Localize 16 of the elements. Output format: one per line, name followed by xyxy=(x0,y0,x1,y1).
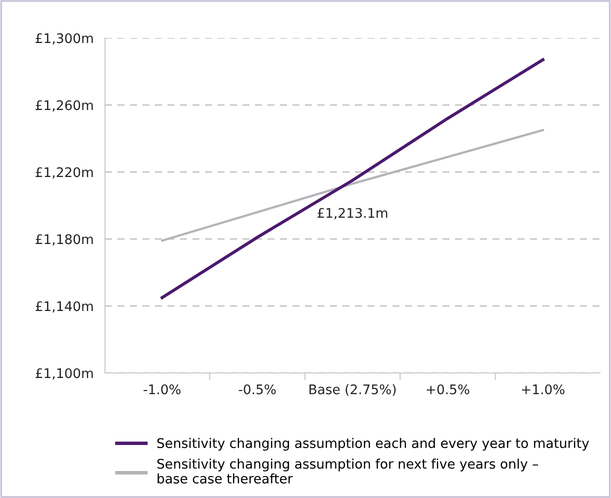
y-tick-label: £1,260m xyxy=(36,100,93,112)
legend-label: Sensitivity changing assumption for next five years only – base case thereafter xyxy=(157,458,538,484)
y-tick-label: £1,300m xyxy=(36,33,93,45)
y-tick-label: £1,100m xyxy=(36,368,93,380)
y-tick-label: £1,180m xyxy=(36,234,93,246)
line-series xyxy=(160,58,544,300)
x-tick-label: Base (2.75%) xyxy=(310,384,396,396)
y-tick-label: £1,220m xyxy=(36,167,93,179)
x-tick-label: +0.5% xyxy=(426,384,470,394)
annotation: £1,213.1m xyxy=(318,208,388,220)
x-tick-label: +1.0% xyxy=(522,384,564,394)
line-series xyxy=(161,129,544,242)
x-tick-label: -1.0% xyxy=(144,384,181,394)
y-tick-label: £1,140m xyxy=(36,301,93,313)
x-tick-label: -0.5% xyxy=(238,384,276,394)
legend-label: Sensitivity changing assumption each and every year to maturity xyxy=(157,438,589,451)
